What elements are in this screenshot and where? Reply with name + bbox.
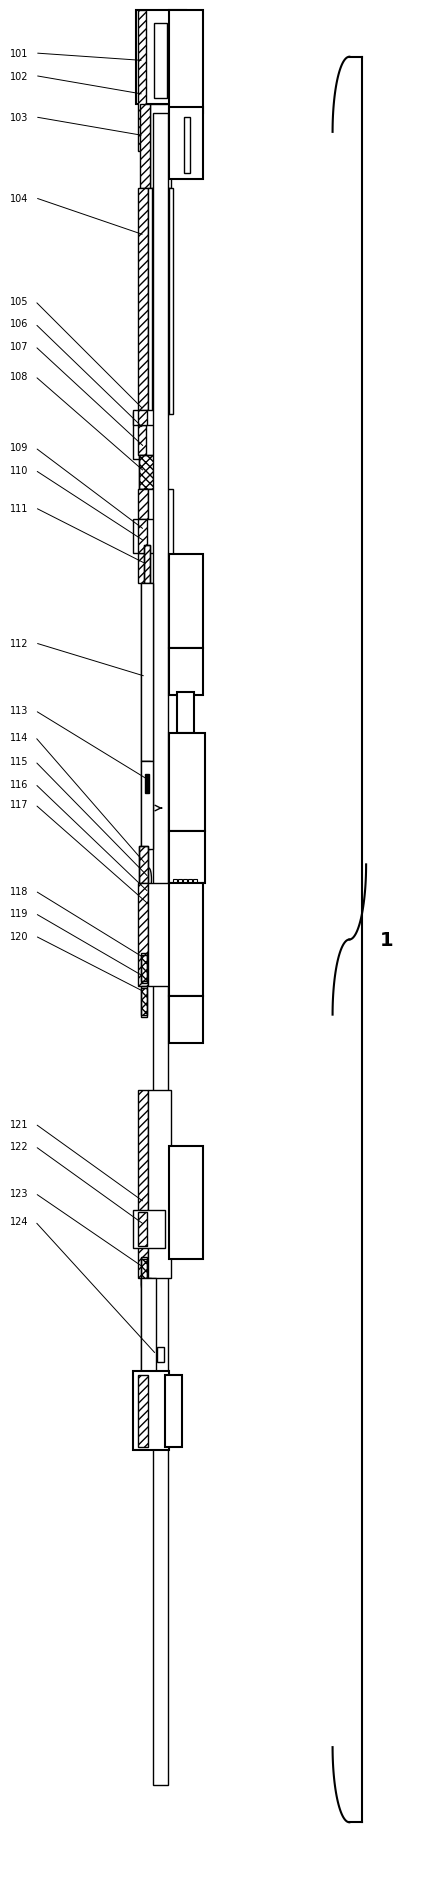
- Text: 121: 121: [10, 1119, 28, 1130]
- Bar: [148, 489, 173, 583]
- Bar: [188, 880, 192, 910]
- Bar: [141, 583, 149, 761]
- Bar: [141, 989, 147, 1015]
- Bar: [184, 118, 190, 175]
- Bar: [141, 1278, 156, 1372]
- Bar: [157, 1348, 164, 1363]
- Bar: [138, 417, 146, 455]
- Bar: [169, 11, 203, 115]
- Bar: [169, 1147, 203, 1260]
- Bar: [138, 410, 147, 425]
- Text: 123: 123: [10, 1188, 28, 1198]
- Bar: [139, 455, 154, 489]
- Bar: [138, 1090, 148, 1278]
- Bar: [169, 884, 203, 996]
- Bar: [141, 1278, 151, 1372]
- Bar: [144, 545, 150, 587]
- Text: 114: 114: [10, 733, 28, 743]
- Text: 1: 1: [380, 931, 394, 949]
- Bar: [133, 1211, 165, 1248]
- Bar: [141, 955, 147, 981]
- Bar: [138, 884, 148, 987]
- Bar: [154, 24, 167, 100]
- Text: 105: 105: [10, 297, 28, 306]
- Bar: [139, 455, 154, 489]
- Bar: [133, 1372, 169, 1451]
- Text: 113: 113: [10, 707, 28, 716]
- Bar: [138, 489, 148, 583]
- Text: 120: 120: [10, 931, 28, 942]
- Text: 102: 102: [10, 71, 28, 81]
- Bar: [179, 880, 181, 910]
- Bar: [148, 884, 171, 987]
- Bar: [169, 649, 203, 696]
- Bar: [150, 105, 171, 190]
- Text: 107: 107: [10, 342, 28, 352]
- Bar: [141, 987, 147, 1017]
- Bar: [133, 519, 165, 553]
- Bar: [165, 1376, 181, 1448]
- Bar: [141, 1260, 147, 1286]
- Bar: [193, 880, 197, 910]
- Text: 108: 108: [10, 372, 28, 382]
- Text: 122: 122: [10, 1141, 28, 1151]
- Bar: [173, 880, 177, 910]
- Bar: [141, 583, 153, 761]
- Bar: [183, 880, 187, 910]
- Bar: [141, 1258, 147, 1288]
- Text: 101: 101: [10, 49, 28, 58]
- Bar: [138, 190, 148, 414]
- Bar: [133, 412, 165, 459]
- Bar: [141, 761, 150, 850]
- Bar: [176, 11, 183, 115]
- Bar: [169, 831, 205, 884]
- Bar: [153, 115, 168, 1784]
- Text: 103: 103: [10, 113, 28, 122]
- Bar: [169, 733, 205, 831]
- Bar: [135, 11, 186, 105]
- Bar: [169, 109, 203, 180]
- Text: 110: 110: [10, 466, 28, 476]
- Text: 124: 124: [10, 1216, 28, 1226]
- Bar: [145, 775, 149, 793]
- Bar: [133, 410, 165, 425]
- Bar: [140, 105, 150, 190]
- Text: 109: 109: [10, 444, 28, 453]
- Bar: [138, 519, 147, 553]
- Bar: [169, 996, 203, 1043]
- Bar: [139, 846, 148, 884]
- Bar: [169, 555, 203, 649]
- Bar: [138, 1376, 148, 1448]
- Bar: [148, 190, 173, 414]
- Bar: [139, 846, 148, 887]
- Bar: [178, 692, 194, 733]
- Text: 115: 115: [10, 756, 28, 767]
- Bar: [141, 953, 147, 983]
- Bar: [148, 1090, 171, 1278]
- Bar: [141, 761, 153, 850]
- Bar: [144, 545, 150, 587]
- Text: 112: 112: [10, 639, 28, 649]
- Text: 111: 111: [10, 504, 28, 513]
- Text: 116: 116: [10, 778, 28, 790]
- Text: 104: 104: [10, 194, 28, 203]
- Text: 106: 106: [10, 320, 28, 329]
- Text: 118: 118: [10, 885, 28, 897]
- Text: 117: 117: [10, 799, 28, 810]
- Bar: [138, 11, 146, 152]
- Bar: [138, 1213, 147, 1246]
- Text: 119: 119: [10, 908, 28, 919]
- Bar: [152, 190, 169, 414]
